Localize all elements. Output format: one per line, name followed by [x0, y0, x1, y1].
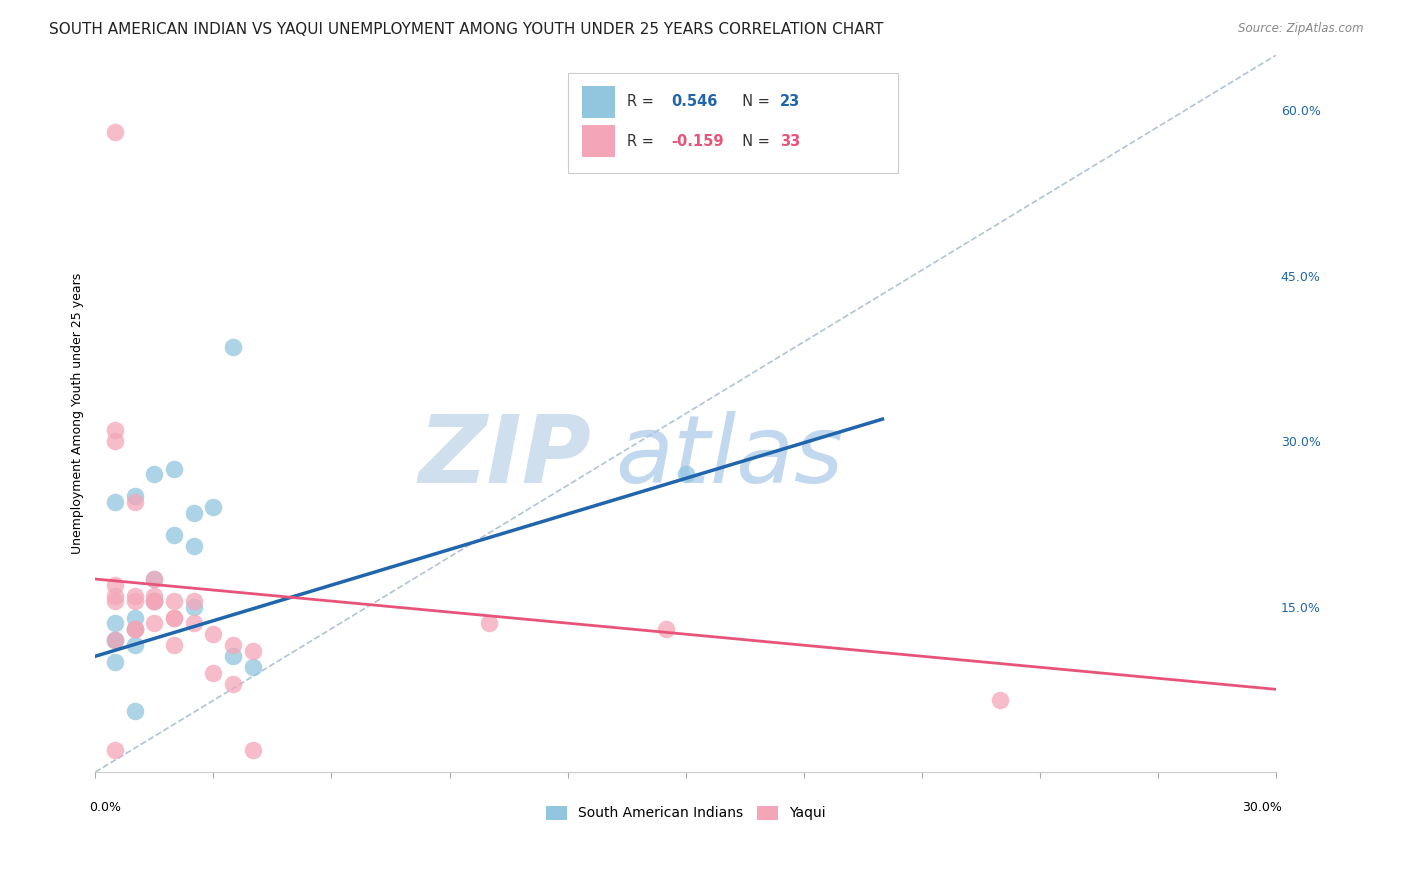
Point	[675, 467, 697, 482]
Point	[124, 622, 146, 636]
Point	[104, 495, 127, 509]
Text: 0.0%: 0.0%	[90, 802, 121, 814]
Point	[124, 495, 146, 509]
Point	[124, 594, 146, 608]
Text: 0.546: 0.546	[672, 95, 718, 109]
Point	[124, 489, 146, 503]
Point	[143, 594, 166, 608]
Legend: South American Indians, Yaqui: South American Indians, Yaqui	[540, 800, 831, 826]
Text: 30.0%: 30.0%	[1241, 802, 1282, 814]
Point	[143, 572, 166, 586]
Point	[124, 589, 146, 603]
Point	[124, 610, 146, 624]
Point	[104, 594, 127, 608]
FancyBboxPatch shape	[582, 126, 614, 157]
Point	[163, 461, 186, 475]
Point	[163, 594, 186, 608]
Point	[478, 616, 501, 631]
Point	[104, 423, 127, 437]
Text: R =: R =	[627, 134, 658, 149]
Point	[163, 610, 186, 624]
Point	[163, 528, 186, 542]
Text: 23: 23	[780, 95, 800, 109]
Point	[104, 632, 127, 647]
Point	[104, 616, 127, 631]
Point	[143, 572, 166, 586]
Text: atlas: atlas	[614, 411, 844, 502]
Point	[143, 589, 166, 603]
Point	[104, 632, 127, 647]
Point	[163, 638, 186, 652]
Text: ZIP: ZIP	[419, 410, 591, 502]
Point	[124, 622, 146, 636]
Point	[104, 577, 127, 591]
Point	[242, 743, 264, 757]
Text: SOUTH AMERICAN INDIAN VS YAQUI UNEMPLOYMENT AMONG YOUTH UNDER 25 YEARS CORRELATI: SOUTH AMERICAN INDIAN VS YAQUI UNEMPLOYM…	[49, 22, 884, 37]
Y-axis label: Unemployment Among Youth under 25 years: Unemployment Among Youth under 25 years	[72, 273, 84, 554]
Text: -0.159: -0.159	[672, 134, 724, 149]
Point	[104, 743, 127, 757]
Point	[143, 594, 166, 608]
Point	[104, 632, 127, 647]
Point	[143, 467, 166, 482]
Point	[183, 539, 205, 553]
Text: N =: N =	[733, 134, 775, 149]
Point	[202, 500, 225, 515]
Point	[222, 638, 245, 652]
Point	[183, 594, 205, 608]
Text: N =: N =	[733, 95, 775, 109]
Point	[124, 705, 146, 719]
Point	[124, 638, 146, 652]
Point	[163, 610, 186, 624]
Point	[202, 627, 225, 641]
Point	[655, 622, 678, 636]
Text: Source: ZipAtlas.com: Source: ZipAtlas.com	[1239, 22, 1364, 36]
Point	[104, 434, 127, 449]
FancyBboxPatch shape	[582, 86, 614, 118]
Point	[183, 599, 205, 614]
Point	[104, 125, 127, 139]
FancyBboxPatch shape	[568, 73, 898, 173]
Point	[183, 506, 205, 520]
Point	[104, 589, 127, 603]
Point	[202, 665, 225, 680]
Point	[143, 616, 166, 631]
Text: R =: R =	[627, 95, 658, 109]
Text: 33: 33	[780, 134, 800, 149]
Point	[222, 649, 245, 664]
Point	[242, 644, 264, 658]
Point	[990, 693, 1012, 707]
Point	[124, 622, 146, 636]
Point	[242, 660, 264, 674]
Point	[183, 616, 205, 631]
Point	[222, 340, 245, 354]
Point	[222, 677, 245, 691]
Point	[143, 594, 166, 608]
Point	[104, 655, 127, 669]
